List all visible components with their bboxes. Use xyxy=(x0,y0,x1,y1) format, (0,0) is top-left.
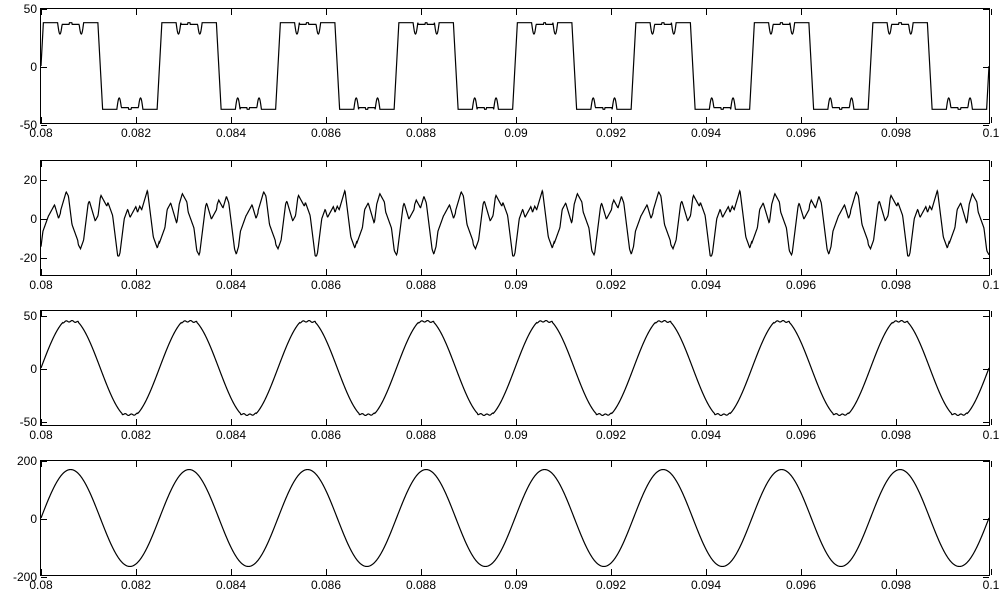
xtick-label: 0.08 xyxy=(29,578,52,592)
xtick-label: 0.1 xyxy=(983,278,1000,292)
xtick-label: 0.092 xyxy=(596,578,626,592)
plot-area: -20002000.080.0820.0840.0860.0880.090.09… xyxy=(40,460,990,576)
xtick-label: 0.08 xyxy=(29,126,52,140)
waveform-line xyxy=(41,461,989,575)
panel-1: -500500.080.0820.0840.0860.0880.090.0920… xyxy=(40,8,990,124)
plot-area: -200200.080.0820.0840.0860.0880.090.0920… xyxy=(40,160,990,276)
xtick-label: 0.096 xyxy=(786,278,816,292)
xtick-label: 0.1 xyxy=(983,126,1000,140)
xtick-label: 0.088 xyxy=(406,578,436,592)
xtick-label: 0.1 xyxy=(983,578,1000,592)
plot-area: -500500.080.0820.0840.0860.0880.090.0920… xyxy=(40,310,990,426)
xtick-label: 0.082 xyxy=(121,578,151,592)
xtick-label: 0.098 xyxy=(881,578,911,592)
xtick-label: 0.08 xyxy=(29,428,52,442)
xtick-label: 0.1 xyxy=(983,428,1000,442)
xtick-label: 0.094 xyxy=(691,278,721,292)
waveform-line xyxy=(41,9,989,123)
xtick-label: 0.092 xyxy=(596,126,626,140)
ytick-label: 50 xyxy=(24,2,37,16)
ytick-label: 0 xyxy=(30,212,37,226)
panel-4: -20002000.080.0820.0840.0860.0880.090.09… xyxy=(40,460,990,576)
xtick-label: 0.086 xyxy=(311,578,341,592)
xtick-label: 0.084 xyxy=(216,428,246,442)
xtick-label: 0.092 xyxy=(596,278,626,292)
xtick-label: 0.094 xyxy=(691,578,721,592)
xtick-label: 0.09 xyxy=(504,278,527,292)
xtick-label: 0.082 xyxy=(121,126,151,140)
ytick-label: 200 xyxy=(17,454,37,468)
xtick-label: 0.084 xyxy=(216,126,246,140)
ytick-label: -20 xyxy=(20,251,37,265)
ytick-label: 0 xyxy=(30,512,37,526)
xtick-label: 0.092 xyxy=(596,428,626,442)
xtick-label: 0.09 xyxy=(504,428,527,442)
xtick-label: 0.086 xyxy=(311,126,341,140)
xtick-label: 0.098 xyxy=(881,428,911,442)
xtick-label: 0.084 xyxy=(216,578,246,592)
xtick-label: 0.088 xyxy=(406,126,436,140)
xtick-label: 0.088 xyxy=(406,428,436,442)
xtick-label: 0.098 xyxy=(881,278,911,292)
plot-area: -500500.080.0820.0840.0860.0880.090.0920… xyxy=(40,8,990,124)
waveform-line xyxy=(41,161,989,275)
xtick-label: 0.094 xyxy=(691,126,721,140)
ytick-label: 0 xyxy=(30,362,37,376)
ytick-label: 50 xyxy=(24,309,37,323)
waveform-line xyxy=(41,311,989,425)
xtick-label: 0.094 xyxy=(691,428,721,442)
ytick-label: 0 xyxy=(30,60,37,74)
xtick-label: 0.098 xyxy=(881,126,911,140)
xtick-label: 0.09 xyxy=(504,126,527,140)
ytick-label: -50 xyxy=(20,415,37,429)
panel-3: -500500.080.0820.0840.0860.0880.090.0920… xyxy=(40,310,990,426)
xtick-label: 0.086 xyxy=(311,278,341,292)
xtick-label: 0.084 xyxy=(216,278,246,292)
xtick-label: 0.08 xyxy=(29,278,52,292)
xtick-label: 0.082 xyxy=(121,278,151,292)
panel-2: -200200.080.0820.0840.0860.0880.090.0920… xyxy=(40,160,990,276)
xtick-label: 0.088 xyxy=(406,278,436,292)
xtick-label: 0.09 xyxy=(504,578,527,592)
xtick-label: 0.096 xyxy=(786,578,816,592)
ytick-label: 20 xyxy=(24,173,37,187)
xtick-label: 0.082 xyxy=(121,428,151,442)
xtick-label: 0.096 xyxy=(786,126,816,140)
xtick-label: 0.086 xyxy=(311,428,341,442)
xtick-label: 0.096 xyxy=(786,428,816,442)
